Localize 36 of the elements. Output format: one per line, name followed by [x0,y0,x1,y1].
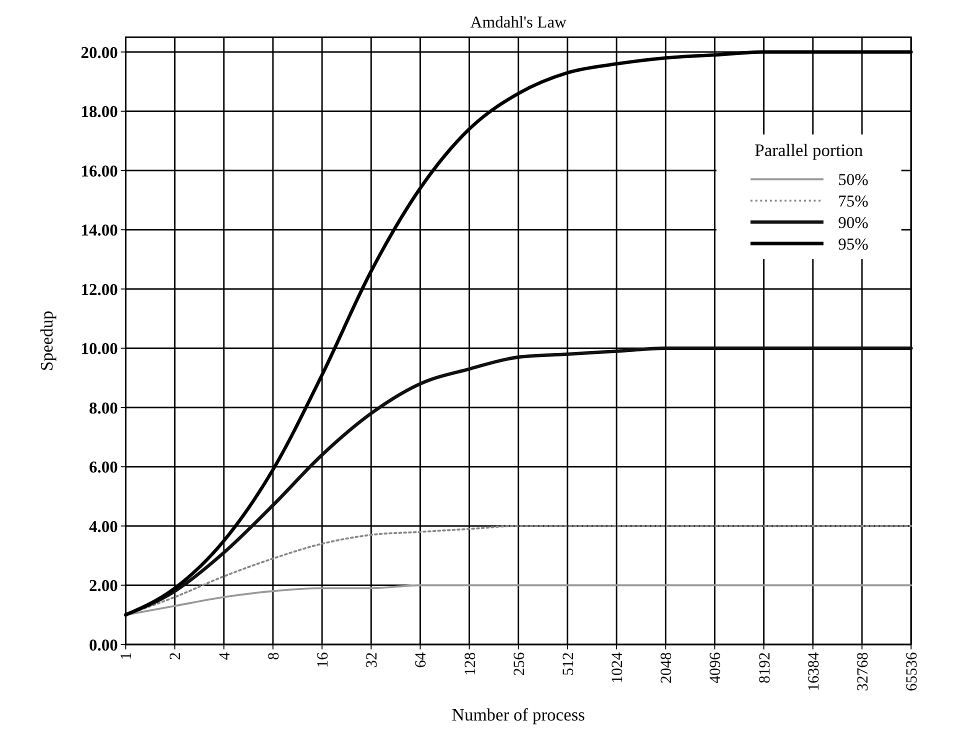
x-tick-label: 128 [462,652,479,676]
y-tick-label: 16.00 [80,161,118,180]
y-tick-label: 0.00 [88,635,118,654]
y-tick-label: 2.00 [88,576,118,596]
x-tick-label: 2 [167,652,184,660]
x-tick-label: 2048 [658,652,676,684]
y-tick-label: 8.00 [88,398,118,418]
legend-label: 50% [838,170,869,190]
legend-label: 90% [838,212,869,232]
y-axis-title: Speedup [36,310,57,371]
chart-title: Amdahl's Law [470,12,567,32]
x-tick-label: 16384 [805,652,822,692]
x-tick-label: 1024 [609,652,626,684]
x-tick-label: 65536 [904,652,921,692]
y-tick-label: 6.00 [88,458,118,477]
x-tick-label: 8192 [756,652,774,684]
y-tick-label: 18.00 [80,102,118,122]
x-tick-label: 32768 [854,652,872,692]
x-tick-label: 8 [265,652,282,660]
legend-title: Parallel portion [754,140,864,160]
y-tick-label: 12.00 [80,280,118,299]
x-tick-label: 512 [560,652,577,676]
y-tick-label: 20.00 [80,42,118,62]
legend-label: 95% [838,234,869,254]
x-tick-label: 256 [510,652,528,676]
x-tick-label: 16 [314,652,332,668]
x-tick-label: 64 [412,652,430,668]
y-tick-label: 4.00 [88,516,118,536]
x-tick-label: 4 [216,652,234,660]
y-tick-label: 14.00 [80,220,118,240]
legend-label: 75% [838,191,869,210]
x-axis-title: Number of process [452,704,586,724]
x-tick-label: 1 [118,652,136,660]
x-tick-label: 32 [364,652,381,668]
y-tick-label: 10.00 [80,339,118,358]
x-tick-label: 4096 [707,652,724,684]
